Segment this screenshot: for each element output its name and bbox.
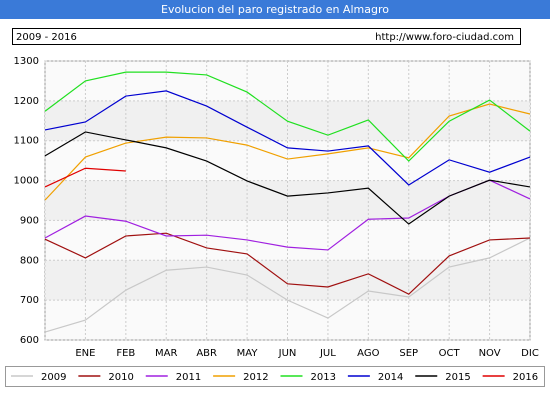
x-tick-label: OCT xyxy=(439,348,461,359)
series-line xyxy=(44,90,531,186)
x-tick-label: DIC xyxy=(521,348,539,359)
y-tick-label: 1300 xyxy=(14,56,39,67)
legend-label: 2015 xyxy=(445,372,470,383)
chart-title: Evolucion del paro registrado en Almagro xyxy=(161,3,389,16)
legend-label: 2011 xyxy=(176,372,201,383)
x-tick-label: JUN xyxy=(278,348,297,359)
series-line xyxy=(44,232,531,295)
series-line xyxy=(44,71,531,162)
x-tick-label: JUL xyxy=(319,348,336,359)
y-tick-label: 900 xyxy=(20,215,39,226)
legend-box xyxy=(5,366,545,387)
subtitle-box xyxy=(12,28,521,45)
y-tick-label: 600 xyxy=(20,335,39,346)
x-tick-label: ABR xyxy=(196,348,217,359)
series-line xyxy=(44,237,531,333)
x-tick-label: MAY xyxy=(237,348,259,359)
x-tick-label: FEB xyxy=(116,348,135,359)
legend-label: 2016 xyxy=(513,372,538,383)
source: http://www.foro-ciudad.com xyxy=(375,32,514,43)
y-tick-label: 1000 xyxy=(14,176,39,187)
x-tick-label: AGO xyxy=(357,348,379,359)
series-line xyxy=(44,167,126,188)
y-tick-label: 700 xyxy=(20,295,39,306)
x-tick-label: ENE xyxy=(75,348,95,359)
legend-label: 2009 xyxy=(41,372,66,383)
subtitle: 2009 - 2016 xyxy=(16,32,77,43)
x-tick-label: NOV xyxy=(479,348,501,359)
y-tick-label: 1200 xyxy=(14,96,39,107)
x-tick-label: SEP xyxy=(399,348,418,359)
y-tick-label: 1100 xyxy=(14,136,39,147)
legend-label: 2013 xyxy=(311,372,336,383)
x-tick-label: MAR xyxy=(155,348,177,359)
legend-label: 2012 xyxy=(243,372,268,383)
legend-label: 2010 xyxy=(108,372,133,383)
legend-label: 2014 xyxy=(378,372,403,383)
series-line xyxy=(44,103,531,201)
y-tick-label: 800 xyxy=(20,255,39,266)
title-bar xyxy=(0,0,550,19)
series-line xyxy=(44,131,531,225)
